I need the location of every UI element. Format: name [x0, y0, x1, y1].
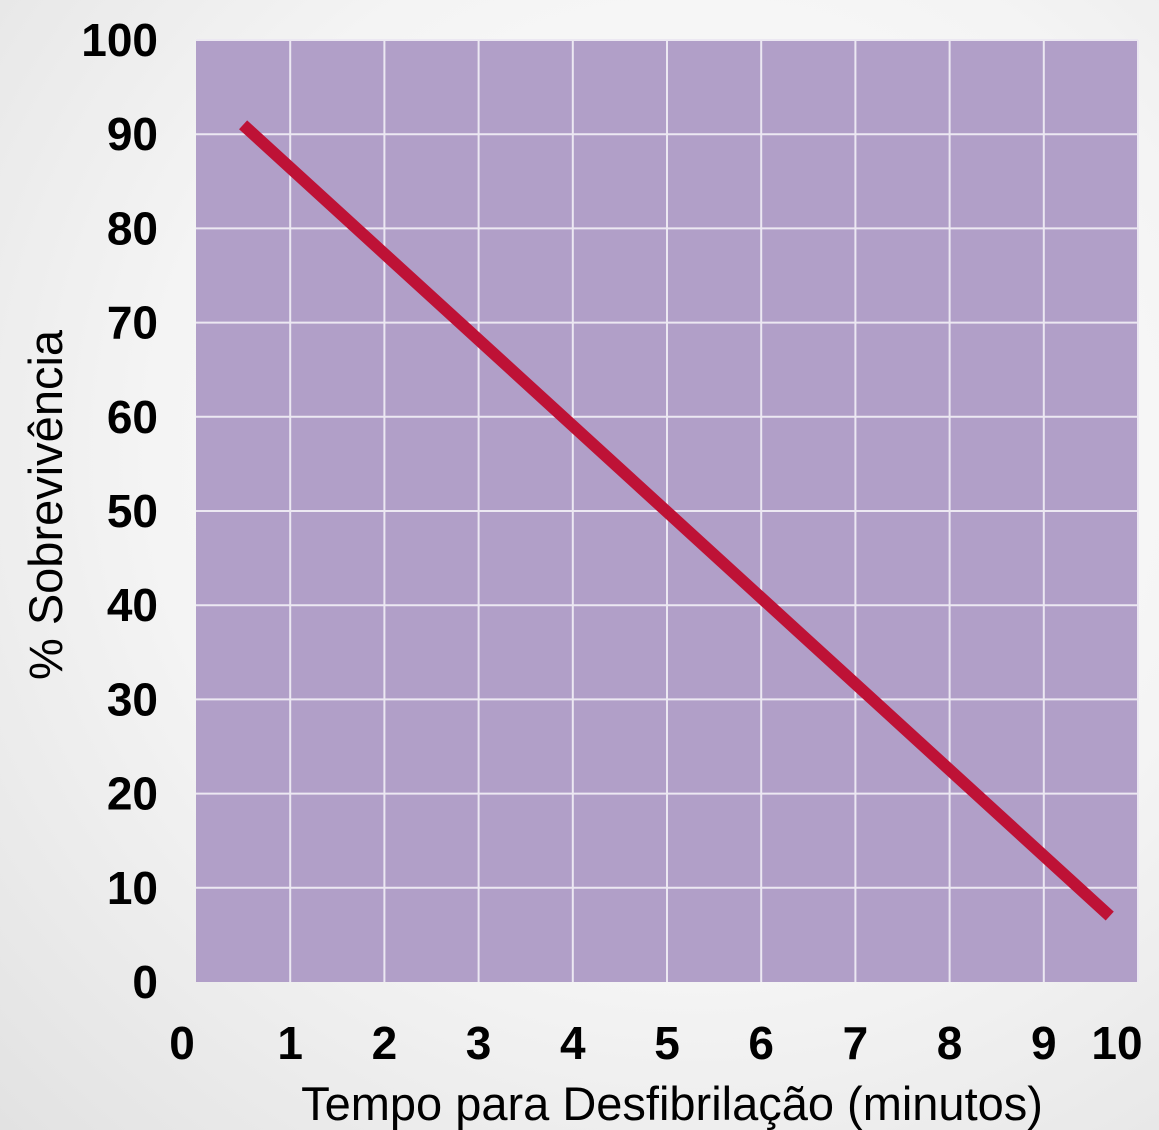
- x-tick-label: 9: [1031, 1017, 1057, 1069]
- x-tick-label: 3: [466, 1017, 492, 1069]
- x-tick-label: 2: [372, 1017, 398, 1069]
- x-tick-label: 4: [560, 1017, 586, 1069]
- y-tick-label: 20: [107, 768, 158, 820]
- x-tick-label: 6: [748, 1017, 774, 1069]
- x-tick-label: 7: [843, 1017, 869, 1069]
- y-axis-title: % Sobrevivência: [19, 329, 72, 680]
- y-tick-label: 10: [107, 862, 158, 914]
- x-tick-label: 5: [654, 1017, 680, 1069]
- x-tick-label: 0: [169, 1017, 195, 1069]
- y-tick-label: 80: [107, 202, 158, 254]
- y-tick-label: 50: [107, 485, 158, 537]
- x-axis-title: Tempo para Desfibrilação (minutos): [301, 1077, 1043, 1130]
- series-line-1: [239, 120, 1114, 921]
- y-tick-label: 100: [81, 14, 158, 66]
- y-tick-label: 70: [107, 297, 158, 349]
- y-tick-label: 0: [132, 956, 158, 1008]
- y-tick-label: 40: [107, 579, 158, 631]
- y-tick-label: 90: [107, 108, 158, 160]
- x-tick-label: 10: [1091, 1017, 1142, 1069]
- x-tick-label: 8: [937, 1017, 963, 1069]
- x-tick-label: 1: [277, 1017, 303, 1069]
- y-tick-label: 60: [107, 391, 158, 443]
- y-tick-label: 30: [107, 673, 158, 725]
